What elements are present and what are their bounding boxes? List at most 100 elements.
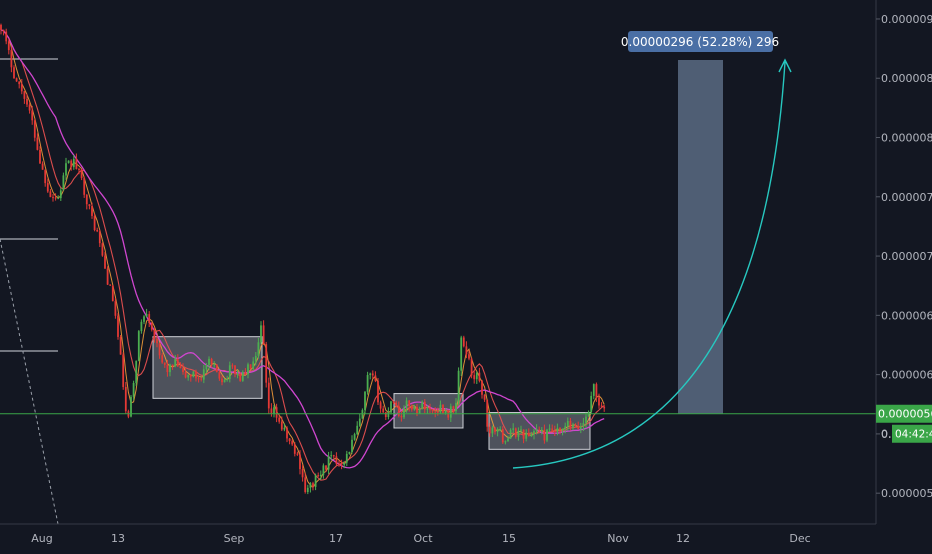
candle-body [431, 409, 434, 412]
candle-body [488, 426, 491, 434]
candle-body [15, 78, 18, 82]
candle-body [400, 416, 403, 418]
candle-body [280, 421, 283, 430]
candle-body [340, 464, 343, 466]
candle-body [343, 462, 346, 465]
candle-body [384, 412, 387, 417]
candle-body [361, 410, 364, 419]
candle-body [158, 343, 161, 356]
candle-body [533, 431, 535, 435]
candle-body [275, 407, 278, 418]
candle-body [101, 243, 104, 256]
candle-body [377, 380, 379, 403]
candle-body [442, 404, 444, 414]
candle-body [132, 383, 135, 397]
candle-body [564, 426, 567, 429]
candle-body [569, 420, 572, 428]
y-tick-label: 0.00000650 [881, 309, 932, 322]
candle-body [356, 425, 359, 435]
candle-body [304, 477, 307, 492]
candle-body [434, 411, 437, 413]
candle-body [561, 428, 564, 431]
candle-body [590, 395, 593, 413]
last-price-value: 0.00000567 [878, 408, 932, 421]
candle-body [444, 411, 447, 414]
x-tick-label: 15 [502, 532, 516, 545]
y-tick-label: 0.00000750 [881, 191, 932, 204]
candle-body [478, 372, 481, 381]
candle-body [117, 315, 119, 337]
candle-body [408, 400, 411, 407]
candle-body [23, 91, 26, 99]
candle-body [353, 434, 356, 440]
candle-body [33, 120, 36, 138]
candle-body [572, 425, 574, 428]
candle-body [85, 194, 88, 205]
candle-body [234, 365, 236, 374]
candle-body [317, 475, 320, 477]
candle-body [296, 453, 299, 455]
candle-body [520, 429, 522, 431]
candle-body [319, 474, 322, 476]
candle-body [247, 364, 249, 375]
candle-body [57, 198, 60, 200]
candle-body [231, 365, 234, 367]
candle-body [228, 365, 231, 379]
candle-body [10, 50, 13, 68]
price-badges: 0.000005670.004:42:41 [876, 404, 932, 443]
x-tick-label: Dec [789, 532, 810, 545]
candle-body [582, 423, 585, 427]
trend-line-dashed [0, 238, 59, 525]
candle-body [150, 323, 153, 330]
candle-body [403, 407, 405, 418]
candle-body [221, 378, 223, 383]
candle-body [205, 365, 208, 370]
candle-body [522, 429, 525, 439]
x-tick-label: Sep [224, 532, 245, 545]
candle-body [468, 354, 470, 359]
candle-body [579, 426, 582, 429]
candle-body [439, 404, 442, 413]
candle-body [195, 371, 197, 379]
candle-body [325, 465, 327, 470]
candle-body [283, 427, 286, 430]
candle-body [140, 321, 143, 332]
candle-body [260, 325, 262, 343]
candle-body [447, 411, 450, 418]
candle-body [18, 81, 21, 85]
candle-body [93, 215, 96, 230]
candle-body [387, 412, 390, 417]
candle-body [49, 191, 52, 198]
candle-body [166, 364, 169, 373]
candle-body [397, 405, 400, 416]
candle-body [70, 160, 73, 167]
candle-body [327, 456, 330, 470]
candle-body [494, 427, 496, 432]
y-tick-label: 0.00000600 [881, 369, 932, 382]
candle-body [309, 483, 312, 488]
candle-body [512, 428, 515, 430]
candle-body [98, 231, 101, 244]
candle-body [470, 358, 473, 376]
candle-body [322, 465, 325, 475]
candle-body [540, 429, 543, 431]
time-axis[interactable]: Aug 13 Sep 17 Oct 15 Nov 12 Dec [31, 532, 810, 545]
candle-body [83, 178, 86, 195]
candle-body [249, 364, 252, 369]
candle-body [436, 412, 439, 414]
candle-body [358, 418, 361, 426]
price-range-box [678, 60, 723, 414]
candle-body [192, 371, 195, 377]
candle-body [171, 364, 174, 367]
moving-average-slow [0, 29, 605, 469]
candle-body [179, 366, 182, 369]
candle-body [338, 463, 340, 465]
candle-body [161, 355, 164, 363]
candle-body [91, 206, 93, 216]
candle-body [392, 401, 395, 403]
candle-body [499, 429, 502, 430]
candle-body [426, 408, 429, 410]
candle-body [421, 401, 424, 409]
